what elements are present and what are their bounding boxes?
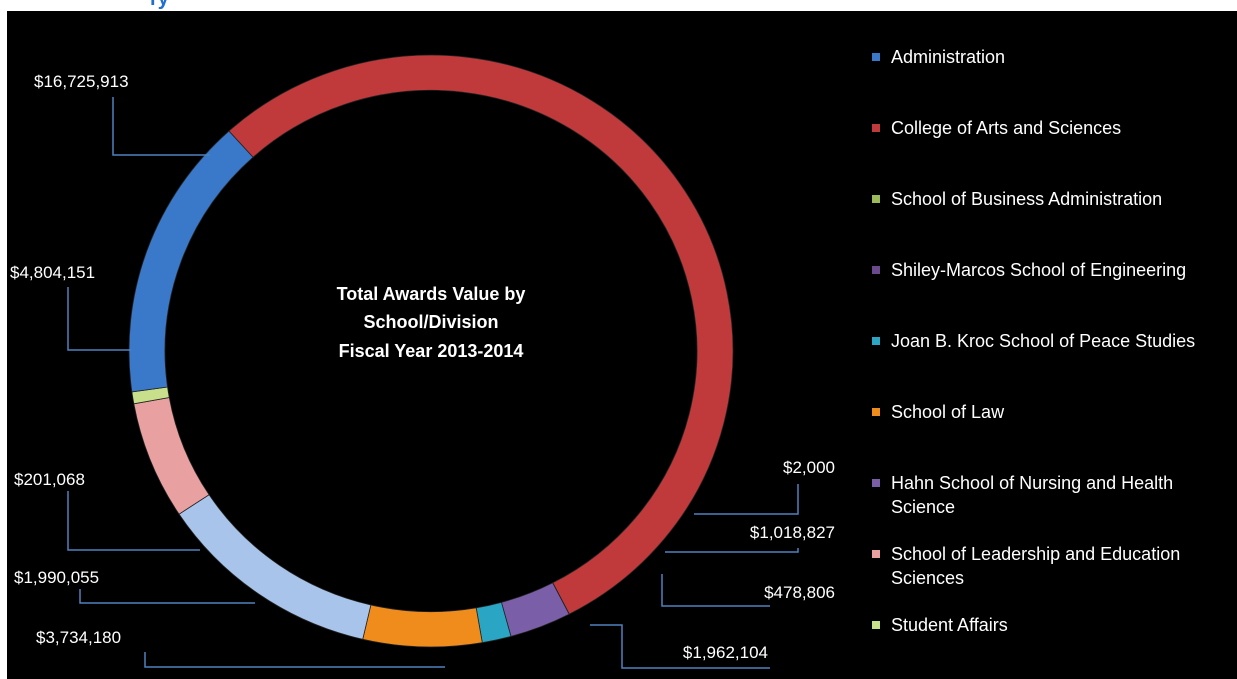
legend-label: Science: [891, 497, 955, 517]
legend-label: School of Business Administration: [891, 189, 1162, 209]
legend: Administration College of Arts and Scienc…: [872, 47, 1195, 635]
legend-swatch: [872, 124, 880, 132]
data-label: $16,725,913: [34, 72, 129, 91]
legend-label: Hahn School of Nursing and Health: [891, 473, 1173, 493]
leader-line: [79, 589, 255, 604]
chart-title-line-2: School/Division: [363, 312, 498, 332]
data-label: $2,000: [783, 458, 835, 477]
leader-line: [694, 484, 799, 515]
slices-layer: [128, 54, 734, 648]
leader-lines-layer: [67, 97, 799, 669]
legend-label: School of Leadership and Education: [891, 544, 1180, 564]
page-header-strip: ry: [0, 0, 1237, 11]
legend-swatch: [872, 621, 880, 629]
leader-line: [67, 491, 200, 551]
slice-unlabeled-series-light-blue: [178, 494, 372, 640]
legend-label: College of Arts and Sciences: [891, 118, 1121, 138]
leader-line: [67, 287, 131, 351]
page-header-text: ry: [150, 0, 169, 11]
leader-line: [112, 97, 210, 156]
chart-title-line-3: Fiscal Year 2013-2014: [339, 341, 524, 361]
legend-label: Joan B. Kroc School of Peace Studies: [891, 331, 1195, 351]
legend-swatch: [872, 337, 880, 345]
legend-swatch: [872, 266, 880, 274]
leader-line: [665, 548, 799, 553]
legend-label: Sciences: [891, 568, 964, 588]
legend-swatch: [872, 408, 880, 416]
data-label: $478,806: [764, 583, 835, 602]
leader-line: [144, 652, 445, 668]
data-label: $1,990,055: [14, 568, 99, 587]
legend-swatch: [872, 479, 880, 487]
slice-college-of-arts-and-sciences: [228, 54, 734, 615]
slice-administration: [128, 130, 254, 393]
data-label: $4,804,151: [10, 263, 95, 282]
data-labels-layer: $16,725,913 $2,000 $1,018,827 $478,806 $1,96…: [10, 72, 835, 662]
legend-swatch: [872, 53, 880, 61]
legend-label: Student Affairs: [891, 615, 1008, 635]
data-label: $201,068: [14, 470, 85, 489]
chart-title-line-1: Total Awards Value by: [337, 284, 526, 304]
slice-school-of-leadership-and-education-sciences: [133, 397, 210, 515]
data-label: $1,018,827: [750, 523, 835, 542]
data-label: $3,734,180: [36, 628, 121, 647]
legend-label: Shiley-Marcos School of Engineering: [891, 260, 1186, 280]
chart-title: Total Awards Value by School/Division Fi…: [337, 284, 526, 361]
leader-line: [590, 624, 770, 669]
legend-swatch: [872, 550, 880, 558]
slice-school-of-law: [362, 604, 483, 648]
leader-line: [661, 574, 770, 607]
legend-swatch: [872, 195, 880, 203]
data-label: $1,962,104: [683, 643, 768, 662]
legend-label: School of Law: [891, 402, 1005, 422]
legend-label: Administration: [891, 47, 1005, 67]
